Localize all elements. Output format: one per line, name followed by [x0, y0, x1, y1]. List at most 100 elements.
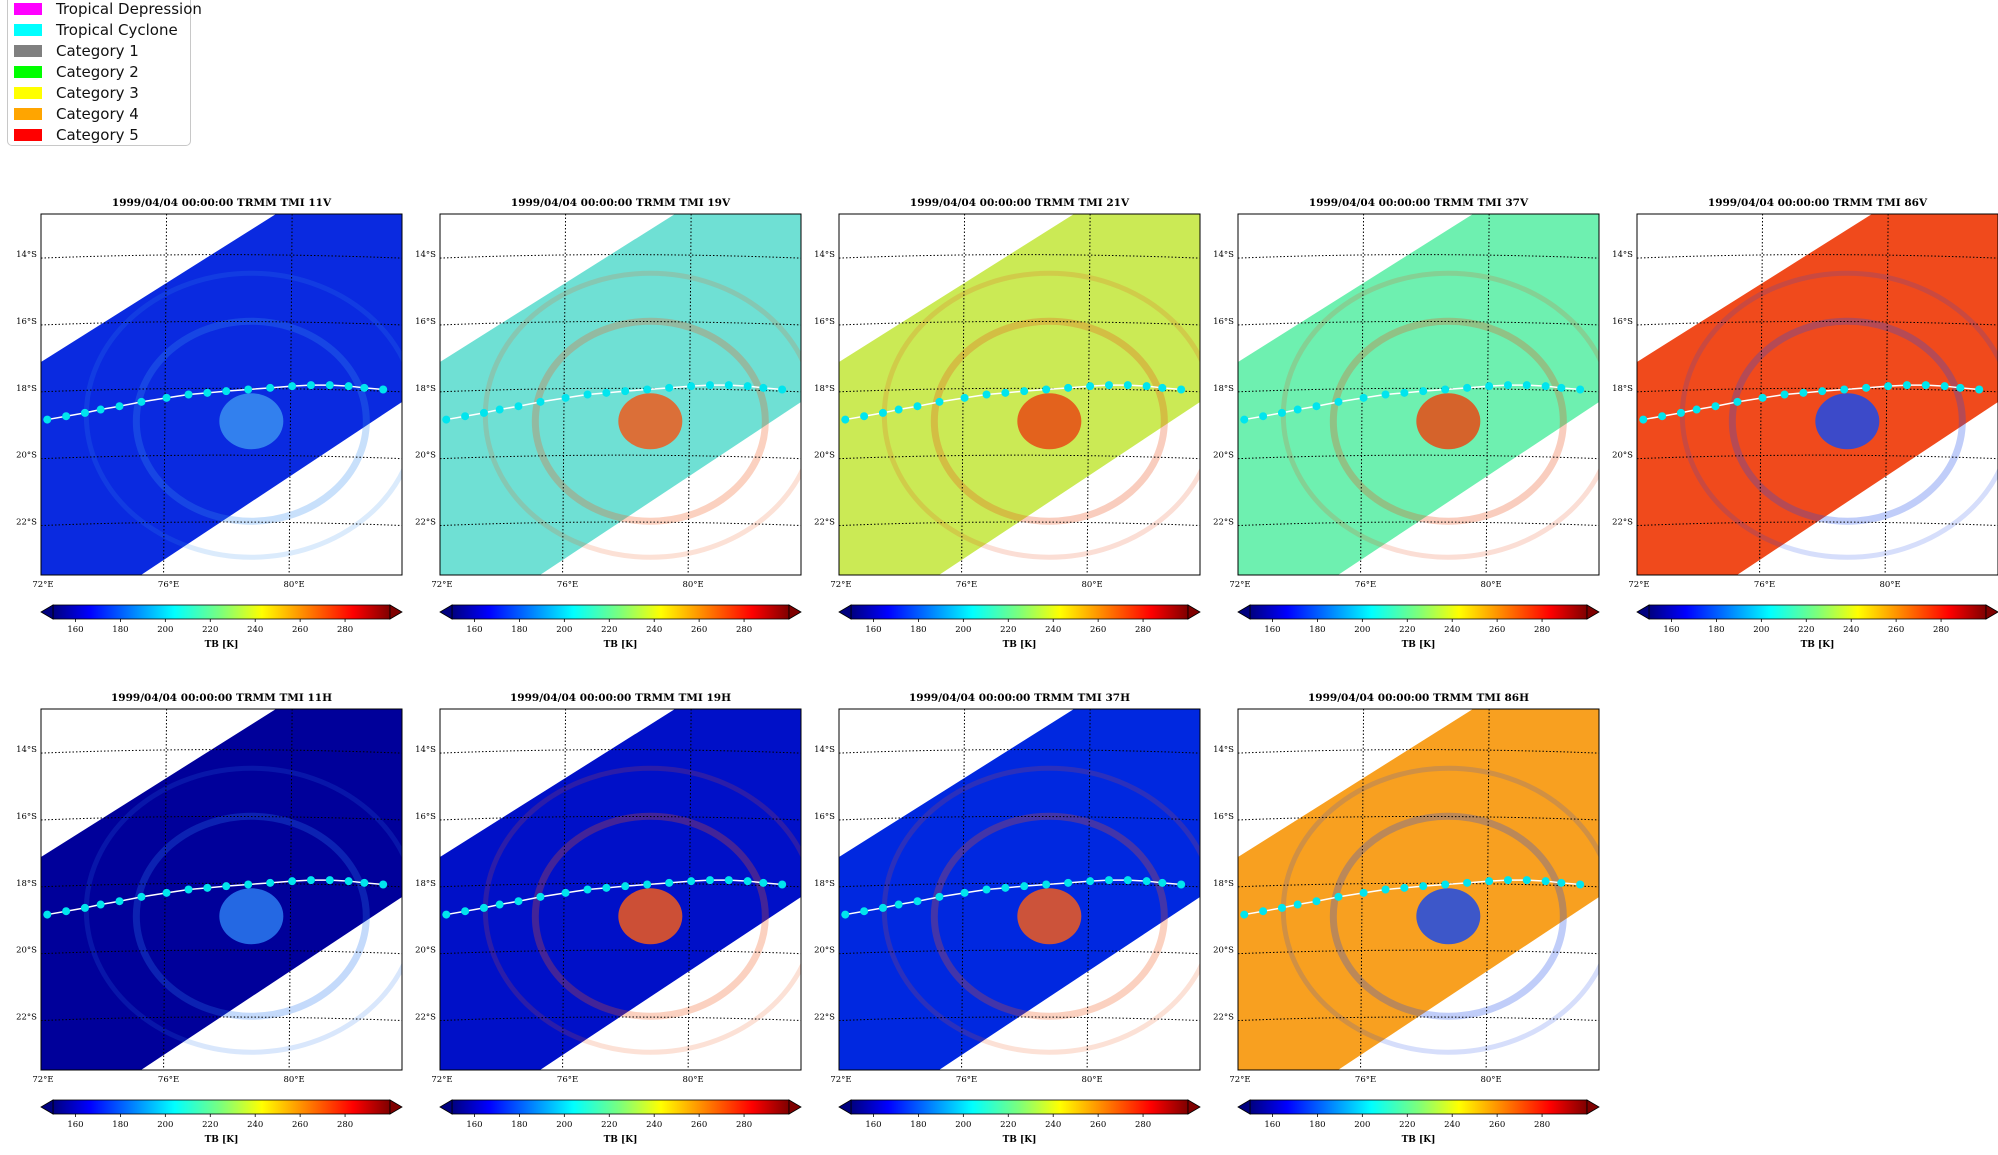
- colorbar-tick-label: 200: [1753, 625, 1769, 635]
- colorbar-tick-label: 280: [1534, 625, 1550, 635]
- track-marker: [643, 385, 652, 394]
- track-marker: [514, 897, 523, 906]
- lon-tick-label: 76°E: [1355, 580, 1376, 590]
- lat-tick-label: 14°S: [814, 250, 835, 260]
- colorbar-label: TB [K]: [1003, 640, 1037, 650]
- colorbar-min-extend: [838, 604, 852, 620]
- lon-tick-label: 72°E: [1628, 580, 1649, 590]
- swath: [839, 709, 1200, 1070]
- lon-tick-label: 72°E: [431, 1075, 452, 1085]
- longitude-line: [1360, 214, 1365, 575]
- track-marker: [1277, 903, 1286, 912]
- lon-tick-label: 80°E: [1480, 1075, 1501, 1085]
- track-marker: [1312, 402, 1321, 411]
- latitude-line: [41, 521, 402, 527]
- track-marker: [1956, 383, 1965, 392]
- colorbar-tick-label: 220: [601, 1120, 617, 1130]
- track-marker: [43, 415, 52, 424]
- latitude-line: [41, 749, 402, 754]
- plot-frame: [439, 708, 802, 1071]
- colorbar-min-extend: [1237, 604, 1251, 620]
- panel-11h: 1999/04/04 00:00:00 TRMM TMI 11H 14°S 16°S…: [16, 692, 403, 1145]
- colorbar-tick-label: 160: [1264, 625, 1280, 635]
- lon-tick-label: 76°E: [1355, 1075, 1376, 1085]
- lat-tick-label: 16°S: [814, 812, 835, 822]
- track-marker: [288, 382, 297, 391]
- lat-tick-label: 18°S: [1213, 879, 1234, 889]
- latitude-line: [1238, 1016, 1599, 1022]
- longitude-line: [1884, 214, 1889, 575]
- lon-tick-label: 80°E: [1480, 580, 1501, 590]
- latitude-line: [41, 949, 402, 955]
- track-marker: [1503, 876, 1512, 885]
- latitude-line: [839, 749, 1200, 754]
- track-marker: [1522, 876, 1531, 885]
- legend-item-tropical-depression: Tropical Depression: [14, 0, 202, 19]
- panel-title: 1999/04/04 00:00:00 TRMM TMI 11H: [111, 692, 332, 704]
- track-marker: [602, 388, 611, 397]
- latitude-line: [440, 254, 801, 259]
- colorbar-tick-label: 220: [202, 1120, 218, 1130]
- colorbar-max-extend: [1586, 1099, 1600, 1115]
- track-marker: [841, 910, 850, 919]
- lat-tick-label: 18°S: [16, 384, 37, 394]
- track-marker: [1733, 397, 1742, 406]
- track-marker: [325, 876, 334, 885]
- lat-tick-label: 20°S: [16, 451, 37, 461]
- storm-core: [1017, 393, 1082, 450]
- storm-core: [618, 888, 683, 945]
- plot-frame: [1237, 213, 1600, 576]
- track-marker: [1676, 408, 1685, 417]
- track-marker: [1658, 412, 1667, 421]
- colorbar: [1249, 604, 1588, 620]
- latitude-line: [440, 387, 801, 393]
- colorbar-tick-label: 160: [865, 625, 881, 635]
- track-marker: [379, 385, 388, 394]
- longitude-line: [961, 709, 966, 1070]
- lat-tick-label: 20°S: [16, 946, 37, 956]
- track-marker: [583, 885, 592, 894]
- colorbar-tick-label: 240: [1843, 625, 1859, 635]
- latitude-line: [1238, 320, 1599, 326]
- track-marker: [1334, 892, 1343, 901]
- legend: Tropical Depression Tropical Cyclone Cat…: [7, 0, 202, 146]
- latitude-line: [1238, 521, 1599, 527]
- track-marker: [687, 877, 696, 886]
- lon-tick-label: 72°E: [32, 580, 53, 590]
- track-marker: [514, 402, 523, 411]
- lat-tick-label: 20°S: [415, 451, 436, 461]
- track-marker: [1884, 382, 1893, 391]
- lat-tick-label: 14°S: [1213, 250, 1234, 260]
- track-marker: [461, 907, 470, 916]
- track-marker: [115, 897, 124, 906]
- track-marker: [1692, 405, 1701, 414]
- track-marker: [1419, 387, 1428, 396]
- colorbar-max-extend: [389, 1099, 403, 1115]
- colorbar-tick-label: 200: [955, 625, 971, 635]
- colorbar-tick-label: 200: [1354, 625, 1370, 635]
- lon-tick-label: 76°E: [956, 580, 977, 590]
- track-marker: [244, 385, 253, 394]
- longitude-line: [961, 214, 966, 575]
- latitude-line: [1238, 815, 1599, 821]
- track-marker: [1557, 878, 1566, 887]
- track-marker: [561, 888, 570, 897]
- lat-tick-label: 22°S: [1612, 518, 1633, 528]
- latitude-line: [440, 749, 801, 754]
- track-marker: [1463, 383, 1472, 392]
- latitude-line: [1238, 454, 1599, 460]
- colorbar-label: TB [K]: [1003, 1135, 1037, 1145]
- colorbar-max-extend: [788, 1099, 802, 1115]
- track-marker: [621, 882, 630, 891]
- storm-core: [1017, 888, 1082, 945]
- latitude-line: [839, 521, 1200, 527]
- lat-tick-label: 16°S: [16, 812, 37, 822]
- track-marker: [162, 888, 171, 897]
- plot-frame: [40, 213, 403, 576]
- track-marker: [1020, 387, 1029, 396]
- latitude-line: [1238, 749, 1599, 754]
- track-marker: [442, 415, 451, 424]
- track-marker: [1104, 381, 1113, 390]
- colorbar-min-extend: [439, 604, 453, 620]
- lat-tick-label: 14°S: [415, 745, 436, 755]
